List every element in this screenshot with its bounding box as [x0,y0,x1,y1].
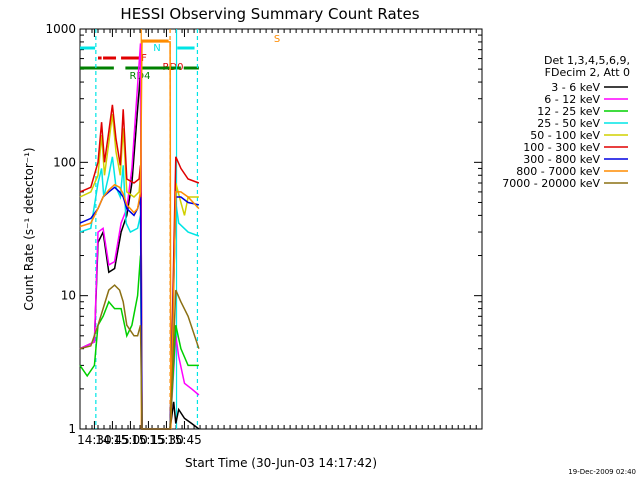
generated-timestamp: 19-Dec-2009 02:40 [568,468,636,476]
y-tick-label: 1 [68,422,76,436]
y-tick-label: 1000 [45,22,76,36]
series-line-1 [79,43,200,430]
x-tick-label: 14:45 [95,433,130,447]
series-line-8 [79,284,200,430]
flag-label-f: F [141,53,147,64]
plot-frame [79,28,483,430]
x-tick-label: 15:00 [113,433,148,447]
vertical-markers [95,29,199,429]
series-line-4 [79,114,199,430]
legend-entry-label: 7000 - 20000 keV [502,177,600,190]
series-line-7 [79,41,200,430]
legend-header: Det 1,3,4,5,6,9, [544,54,630,67]
legend-entry-label: 3 - 6 keV [551,81,600,94]
observing-flags: NFRD0SRD4 [80,34,280,82]
series-line-2 [79,255,199,430]
legend-entry-label: 6 - 12 keV [544,93,600,106]
y-axis-label: Count Rate (s⁻¹ detector⁻¹) [22,147,36,310]
x-tick-label: 15:30 [149,433,184,447]
legend-entry-label: 800 - 7000 keV [516,165,600,178]
x-tick-label: 14:30 [77,433,112,447]
flag-label-n: N [153,43,160,54]
legend-entry-label: 50 - 100 keV [530,129,600,142]
legend-entry-label: 300 - 800 keV [523,153,600,166]
x-axis-label: Start Time (30-Jun-03 14:17:42) [185,456,377,470]
y-tick-label: 100 [53,155,76,169]
chart-title: HESSI Observing Summary Count Rates [120,5,419,23]
legend-header: FDecim 2, Att 0 [545,66,630,79]
x-tick-label: 15:45 [167,433,202,447]
y-tick-label: 10 [61,289,76,303]
legend: Det 1,3,4,5,6,9,FDecim 2, Att 0 3 - 6 keV… [502,54,630,190]
series-line-6 [79,186,200,430]
legend-entry-label: 25 - 50 keV [537,117,600,130]
x-tick-label: 15:15 [131,433,166,447]
series-lines [79,41,200,430]
flag-label-s: S [274,34,280,45]
legend-entry-label: 12 - 25 keV [537,105,600,118]
legend-entry-label: 100 - 300 keV [523,141,600,154]
